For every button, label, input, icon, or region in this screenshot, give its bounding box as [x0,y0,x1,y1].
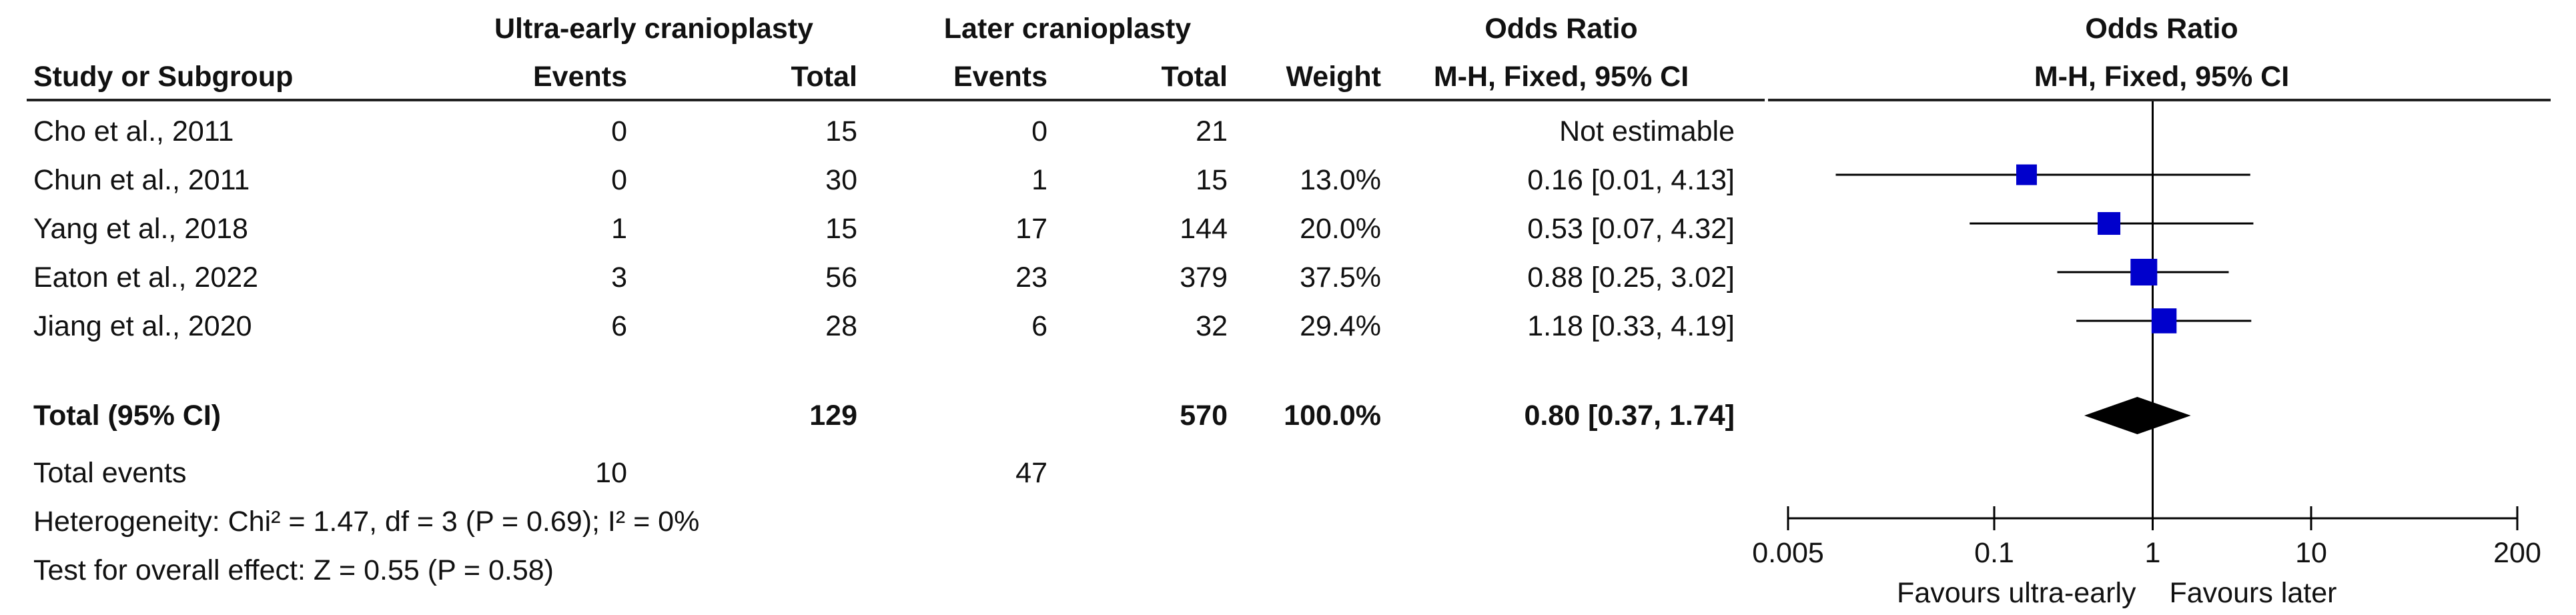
group2-header: Later cranioplasty [943,13,1192,45]
events2-cell: 0 [1031,115,1047,147]
events1-cell: 1 [611,213,627,245]
or-method-header: M-H, Fixed, 95% CI [1433,61,1689,93]
weight-cell: 37.5% [1300,261,1381,293]
or-ci-cell: Not estimable [1559,115,1735,147]
or-ci-cell: 0.53 [0.07, 4.32] [1527,213,1735,245]
header-rule-plot [1768,99,2551,101]
events2-cell: 6 [1031,310,1047,342]
col-study-header: Study or Subgroup [33,61,294,93]
col-events1-header: Events [532,61,627,93]
events2-cell: 23 [1015,261,1047,293]
events1-cell: 3 [611,261,627,293]
x-tick-label: 0.005 [1752,537,1824,569]
total1-cell: 28 [825,310,857,342]
study-name: Chun et al., 2011 [33,164,250,196]
total1-cell: 15 [825,115,857,147]
group1-header: Ultra-early cranioplasty [494,13,813,45]
heterogeneity-text: Heterogeneity: Chi² = 1.47, df = 3 (P = … [33,506,700,538]
total1-cell: 30 [825,164,857,196]
x-tick-label: 200 [2493,537,2541,569]
pooled-diamond [2084,397,2191,434]
col-weight-header: Weight [1286,61,1381,93]
total1-cell: 15 [825,213,857,245]
total2-cell: 144 [1180,213,1228,245]
total2-cell: 21 [1196,115,1228,147]
total2-cell: 32 [1196,310,1228,342]
events1-cell: 0 [611,164,627,196]
total-weight: 100.0% [1284,400,1381,432]
or-ci-cell: 0.16 [0.01, 4.13] [1527,164,1735,196]
study-name: Jiang et al., 2020 [33,310,252,342]
or-header: Odds Ratio [1484,13,1638,45]
total-events-label: Total events [33,457,187,489]
total2-cell: 15 [1196,164,1228,196]
total2-value: 570 [1180,400,1228,432]
total-or-ci: 0.80 [0.37, 1.74] [1524,400,1735,432]
col-total2-header: Total [1161,61,1228,93]
weight-cell: 20.0% [1300,213,1381,245]
x-tick-label: 0.1 [1974,537,2014,569]
or-ci-cell: 0.88 [0.25, 3.02] [1527,261,1735,293]
weight-cell: 13.0% [1300,164,1381,196]
total-events1: 10 [595,457,627,489]
favours-left-label: Favours ultra-early [1897,577,2136,609]
events2-cell: 1 [1031,164,1047,196]
total1-cell: 56 [825,261,857,293]
events2-cell: 17 [1015,213,1047,245]
header-rule [27,99,1765,101]
col-total1-header: Total [791,61,857,93]
study-square [2130,259,2158,285]
study-name: Cho et al., 2011 [33,115,234,147]
total-events2: 47 [1015,457,1047,489]
events1-cell: 0 [611,115,627,147]
weight-cell: 29.4% [1300,310,1381,342]
study-square [2016,164,2037,185]
study-square [2097,211,2121,235]
total-label: Total (95% CI) [33,400,222,432]
plot-header: Odds Ratio [2085,13,2238,45]
favours-right-label: Favours later [2170,577,2337,609]
events1-cell: 6 [611,310,627,342]
total2-cell: 379 [1180,261,1228,293]
or-ci-cell: 1.18 [0.33, 4.19] [1527,310,1735,342]
col-events2-header: Events [953,61,1047,93]
study-square [2151,308,2177,334]
study-name: Eaton et al., 2022 [33,261,259,293]
x-tick-label: 1 [2145,537,2161,569]
plot-method-header: M-H, Fixed, 95% CI [2034,61,2290,93]
total1-value: 129 [809,400,857,432]
study-name: Yang et al., 2018 [33,213,248,245]
overall-effect-text: Test for overall effect: Z = 0.55 (P = 0… [33,554,554,586]
x-tick-label: 10 [2295,537,2327,569]
